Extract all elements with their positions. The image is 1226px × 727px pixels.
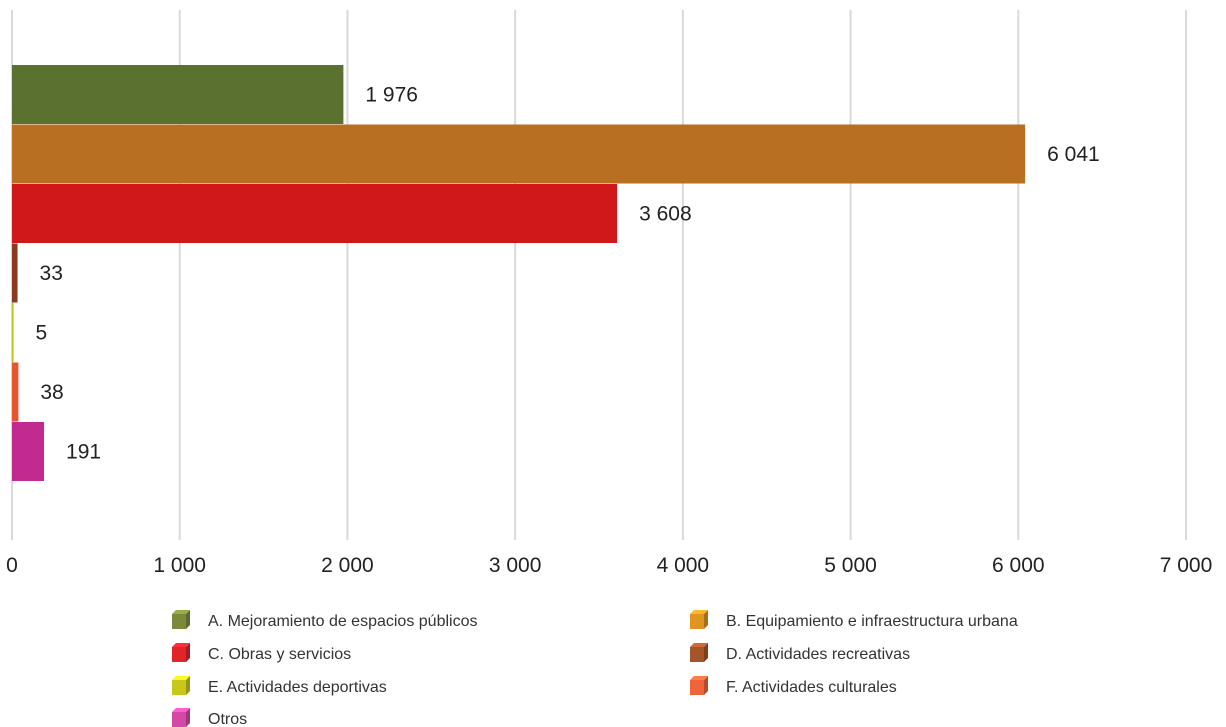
- legend-item: F. Actividades culturales: [690, 676, 897, 696]
- legend-swatch-top: [690, 610, 708, 614]
- bar-d: [12, 243, 18, 303]
- bar-a: [12, 65, 344, 124]
- legend-swatch-side: [186, 708, 190, 727]
- legend-swatch: [690, 614, 704, 629]
- legend-item: B. Equipamiento e infraestructura urbana: [690, 610, 1018, 630]
- legend-item: Otros: [172, 708, 247, 727]
- data-labels: 1 976 6 041 3 608 33 5 38 191: [36, 84, 1100, 464]
- bar-c: [12, 184, 618, 243]
- x-tick-label: 7 000: [1160, 554, 1213, 577]
- bar-e: [12, 303, 14, 362]
- legend-item: D. Actividades recreativas: [690, 643, 910, 663]
- legend-swatch-top: [690, 643, 708, 647]
- bars: [12, 65, 1026, 481]
- legend-swatch: [172, 680, 186, 695]
- legend-swatch: [690, 647, 704, 662]
- bar-g: [12, 422, 45, 481]
- legend-swatch-top: [690, 676, 708, 680]
- legend-swatch: [172, 647, 186, 662]
- legend: A. Mejoramiento de espacios públicos B. E…: [172, 610, 1018, 727]
- legend-swatch: [690, 680, 704, 695]
- legend-swatch-side: [186, 676, 190, 695]
- data-label: 3 608: [639, 203, 692, 226]
- x-tick-label: 6 000: [992, 554, 1045, 577]
- legend-label: D. Actividades recreativas: [726, 646, 910, 663]
- x-tick-label: 2 000: [321, 554, 374, 577]
- legend-swatch: [172, 614, 186, 629]
- legend-item: A. Mejoramiento de espacios públicos: [172, 610, 477, 630]
- legend-label: E. Actividades deportivas: [208, 679, 387, 696]
- x-tick-label: 3 000: [489, 554, 542, 577]
- data-label: 38: [40, 381, 63, 404]
- data-label: 5: [36, 322, 48, 345]
- data-label: 33: [40, 262, 63, 285]
- bar-f: [12, 362, 19, 422]
- legend-label: C. Obras y servicios: [208, 646, 351, 663]
- x-tick-label: 5 000: [824, 554, 877, 577]
- legend-item: E. Actividades deportivas: [172, 676, 387, 696]
- data-label: 1 976: [365, 84, 418, 107]
- legend-swatch-side: [704, 610, 708, 629]
- legend-item: C. Obras y servicios: [172, 643, 351, 663]
- x-tick-label: 4 000: [657, 554, 710, 577]
- legend-label: A. Mejoramiento de espacios públicos: [208, 613, 477, 630]
- legend-swatch-side: [704, 643, 708, 662]
- legend-swatch-side: [704, 676, 708, 695]
- x-tick-label: 1 000: [153, 554, 206, 577]
- data-label: 191: [66, 441, 101, 464]
- legend-swatch-side: [186, 610, 190, 629]
- data-label: 6 041: [1047, 143, 1100, 166]
- legend-swatch-top: [172, 708, 190, 712]
- legend-label: B. Equipamiento e infraestructura urbana: [726, 613, 1018, 630]
- legend-label: F. Actividades culturales: [726, 679, 897, 696]
- x-tick-label: 0: [6, 554, 18, 577]
- legend-label: Otros: [208, 711, 247, 727]
- x-axis-tick-labels: 0 1 000 2 000 3 000 4 000 5 000 6 000 7 000: [6, 554, 1212, 577]
- legend-swatch-top: [172, 676, 190, 680]
- legend-swatch: [172, 712, 186, 727]
- legend-swatch-top: [172, 610, 190, 614]
- bar-b: [12, 124, 1026, 184]
- legend-swatch-side: [186, 643, 190, 662]
- legend-swatch-top: [172, 643, 190, 647]
